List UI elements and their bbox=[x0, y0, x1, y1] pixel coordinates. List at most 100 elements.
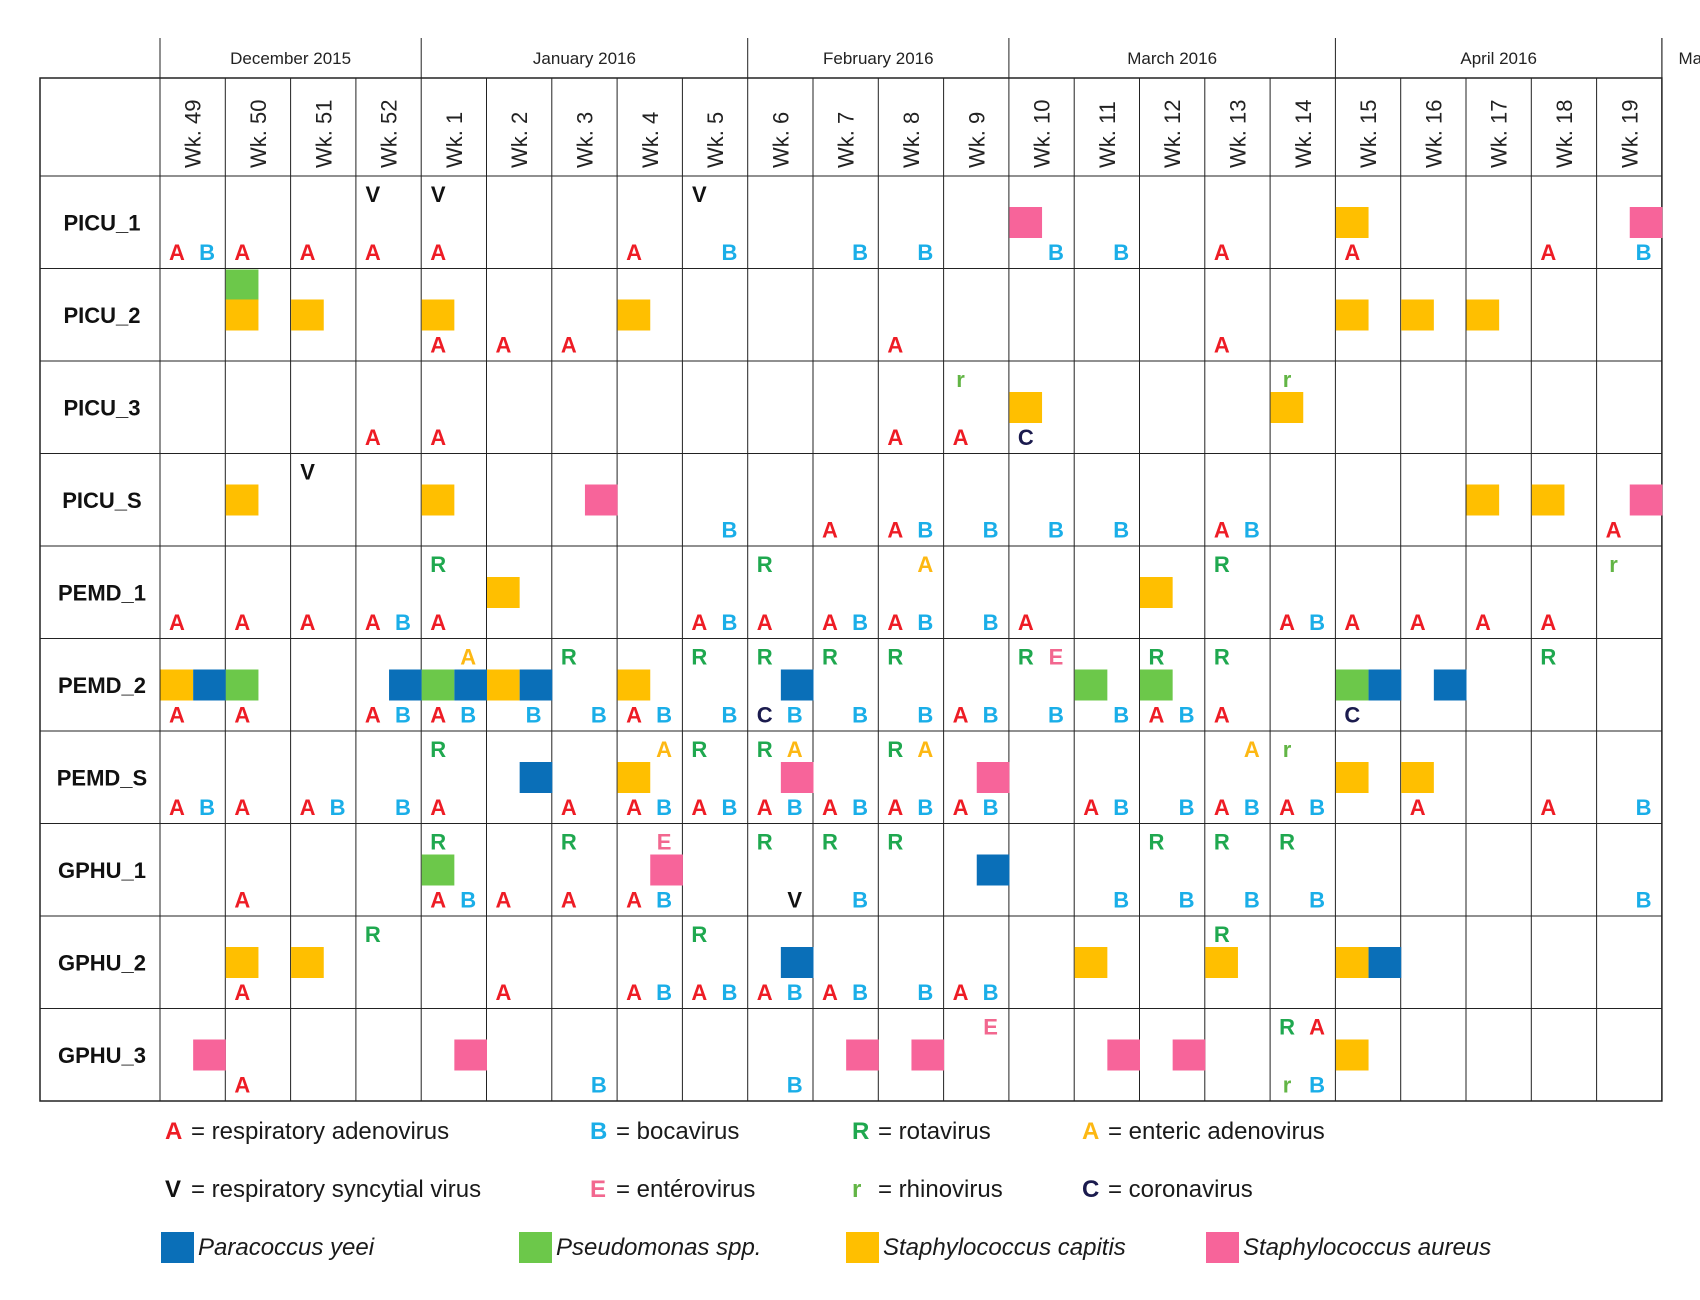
virus-letter: R bbox=[822, 830, 838, 855]
week-label: Wk. 3 bbox=[572, 112, 597, 168]
legend-text: = entérovirus bbox=[616, 1176, 756, 1203]
isolate-square bbox=[1368, 947, 1402, 978]
isolate-square bbox=[1466, 299, 1500, 331]
virus-letter: R bbox=[757, 737, 773, 762]
virus-letter: B bbox=[917, 518, 933, 543]
week-label: Wk. 18 bbox=[1552, 100, 1577, 168]
virus-letter: R bbox=[822, 645, 838, 670]
virus-letter: A bbox=[365, 610, 381, 635]
week-label: Wk. 1 bbox=[442, 112, 467, 168]
virus-letter: B bbox=[1048, 703, 1064, 728]
virus-letter: B bbox=[787, 1073, 803, 1098]
virus-letter: B bbox=[983, 795, 999, 820]
virus-letter: R bbox=[1214, 830, 1230, 855]
isolate-square bbox=[421, 669, 455, 701]
isolate-square bbox=[519, 762, 553, 793]
virus-letter: A bbox=[822, 518, 838, 543]
virus-letter: B bbox=[1636, 795, 1652, 820]
virus-letter: A bbox=[430, 795, 446, 820]
virus-letter: R bbox=[691, 737, 707, 762]
virus-letter: B bbox=[917, 610, 933, 635]
virus-letter: B bbox=[983, 518, 999, 543]
virus-letter: R bbox=[757, 552, 773, 577]
isolate-square bbox=[1335, 207, 1369, 238]
virus-letter: A bbox=[887, 518, 903, 543]
virus-letter: R bbox=[1149, 830, 1165, 855]
isolate-square bbox=[1401, 299, 1434, 331]
week-label: Wk. 14 bbox=[1291, 100, 1316, 168]
virus-letter: B bbox=[917, 980, 933, 1005]
virus-letter: r bbox=[1283, 1073, 1292, 1098]
virus-letter: A bbox=[822, 610, 838, 635]
legend-letter: E bbox=[590, 1176, 607, 1203]
legend-letter: R bbox=[852, 1118, 870, 1145]
virus-letter: A bbox=[169, 703, 185, 728]
virus-letter: B bbox=[721, 610, 737, 635]
virus-letter: A bbox=[234, 1073, 250, 1098]
virus-letter: A bbox=[365, 703, 381, 728]
unit-label: PICU_3 bbox=[63, 395, 140, 420]
virus-letter: B bbox=[1636, 888, 1652, 913]
virus-letter: B bbox=[721, 703, 737, 728]
virus-letter: B bbox=[1179, 795, 1195, 820]
virus-letter: r bbox=[1609, 552, 1618, 577]
virus-letter: B bbox=[460, 703, 476, 728]
unit-label: PICU_S bbox=[62, 488, 141, 513]
virus-letter: B bbox=[1244, 888, 1260, 913]
isolate-square bbox=[976, 762, 1010, 793]
virus-letter: A bbox=[822, 980, 838, 1005]
virus-letter: A bbox=[953, 980, 969, 1005]
month-label: May bbox=[1678, 49, 1700, 68]
week-label: Wk. 16 bbox=[1421, 100, 1446, 168]
virus-letter: B bbox=[1179, 888, 1195, 913]
virus-letter: A bbox=[1149, 703, 1165, 728]
week-label: Wk. 50 bbox=[246, 100, 271, 168]
virus-letter: B bbox=[591, 703, 607, 728]
isolate-square bbox=[1433, 669, 1467, 701]
legend-letter: A bbox=[1082, 1118, 1100, 1145]
virus-letter: B bbox=[721, 518, 737, 543]
isolate-square bbox=[421, 299, 455, 331]
virus-letter: B bbox=[917, 703, 933, 728]
virus-letter: A bbox=[887, 425, 903, 450]
week-label: Wk. 11 bbox=[1095, 101, 1120, 168]
isolate-square bbox=[225, 669, 259, 701]
isolate-square bbox=[1629, 484, 1663, 516]
isolate-square bbox=[1335, 947, 1369, 978]
virus-letter: A bbox=[1540, 610, 1556, 635]
legend-entry: R = rotavirus bbox=[852, 1118, 991, 1146]
virus-letter: A bbox=[1344, 610, 1360, 635]
isolate-square bbox=[1107, 1039, 1140, 1071]
week-label: Wk. 17 bbox=[1487, 100, 1512, 168]
week-label: Wk. 49 bbox=[181, 100, 206, 168]
legend-entry: C = coronavirus bbox=[1082, 1176, 1253, 1204]
isolate-square bbox=[1335, 762, 1369, 793]
virus-letter: B bbox=[852, 240, 868, 265]
isolate-square bbox=[389, 669, 422, 701]
virus-letter: B bbox=[1113, 518, 1129, 543]
virus-letter: A bbox=[917, 552, 933, 577]
virus-letter: A bbox=[626, 980, 642, 1005]
virus-letter: R bbox=[691, 645, 707, 670]
virus-letter: R bbox=[1279, 1015, 1295, 1040]
week-label: Wk. 52 bbox=[377, 100, 402, 168]
virus-letter: A bbox=[561, 888, 577, 913]
virus-letter: B bbox=[983, 980, 999, 1005]
virus-letter: B bbox=[1113, 795, 1129, 820]
virus-letter: C bbox=[1344, 703, 1360, 728]
virus-letter: A bbox=[1344, 240, 1360, 265]
legend-entry: A = respiratory adenovirus bbox=[165, 1118, 449, 1146]
virus-letter: A bbox=[1214, 333, 1230, 358]
virus-letter: R bbox=[561, 830, 577, 855]
virus-letter: A bbox=[1410, 610, 1426, 635]
virus-letter: A bbox=[626, 795, 642, 820]
virus-letter: B bbox=[787, 980, 803, 1005]
virus-letter: A bbox=[1083, 795, 1099, 820]
isolate-square bbox=[617, 299, 651, 331]
virus-letter: A bbox=[656, 737, 672, 762]
virus-letter: A bbox=[691, 980, 707, 1005]
isolate-square bbox=[976, 854, 1010, 886]
isolate-square bbox=[780, 669, 814, 701]
virus-letter: A bbox=[887, 333, 903, 358]
